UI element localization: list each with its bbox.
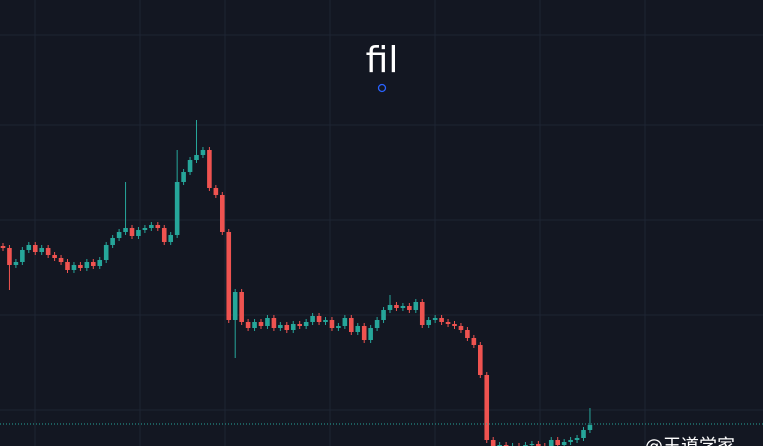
- candle-body: [142, 228, 148, 230]
- candle-body: [194, 155, 199, 160]
- candle-body: [161, 228, 167, 242]
- candle-body: [116, 232, 122, 238]
- watermark: @王道学家: [645, 436, 735, 446]
- candle-body: [587, 425, 593, 430]
- candle-body: [78, 265, 83, 268]
- candle-body: [568, 440, 573, 442]
- candle-body: [394, 305, 399, 308]
- candle-body: [271, 318, 277, 328]
- candle-body: [445, 322, 451, 324]
- candle-body: [232, 292, 238, 320]
- candle-body: [342, 318, 348, 326]
- candle-body: [7, 248, 12, 265]
- candle-body: [484, 375, 490, 440]
- candle-body: [361, 326, 367, 340]
- candle-body: [155, 225, 161, 228]
- candle-body: [97, 260, 103, 266]
- candle-body: [110, 238, 115, 245]
- indicator-dot: [377, 83, 387, 93]
- candle-body: [245, 322, 251, 328]
- candle-body: [465, 330, 470, 338]
- candle-body: [136, 230, 141, 236]
- candle-body: [123, 228, 128, 232]
- candle-body: [368, 328, 373, 340]
- candle-body: [355, 326, 361, 332]
- candle-body: [581, 430, 586, 438]
- candle-body: [91, 262, 96, 266]
- candle-body: [265, 318, 270, 326]
- candle-body: [278, 325, 283, 328]
- candle-body: [336, 326, 341, 328]
- candle-body: [226, 232, 232, 320]
- candle-body: [490, 440, 496, 446]
- candle-body: [200, 150, 206, 155]
- candle-body: [478, 345, 483, 375]
- candle-body: [84, 262, 90, 268]
- candle-body: [20, 250, 25, 262]
- candle-body: [529, 444, 535, 445]
- candle-body: [426, 320, 431, 325]
- candle-body: [58, 258, 64, 262]
- candle-body: [103, 245, 109, 260]
- candle-body: [65, 262, 70, 270]
- candle-body: [174, 182, 180, 235]
- candle-body: [561, 442, 567, 445]
- candle-body: [381, 310, 386, 320]
- candle-body: [303, 322, 309, 326]
- candle-body: [329, 320, 335, 328]
- candle-body: [45, 248, 51, 255]
- candle-body: [297, 324, 302, 326]
- candle-body: [548, 440, 554, 446]
- candle-body: [419, 302, 425, 325]
- candle-body: [400, 306, 406, 308]
- candle-body: [310, 316, 315, 322]
- candle-body: [252, 322, 257, 328]
- chart-title: fil: [366, 40, 399, 81]
- candle-body: [0, 246, 6, 248]
- candle-body: [258, 322, 264, 326]
- candle-body: [149, 225, 154, 228]
- candle-body: [471, 338, 477, 345]
- candle-body: [239, 292, 244, 322]
- candle-body: [439, 318, 444, 322]
- candle-body: [432, 318, 438, 320]
- candle-body: [413, 302, 419, 310]
- candle-body: [181, 172, 186, 182]
- candle-body: [187, 160, 193, 172]
- candle-body: [129, 228, 135, 236]
- candle-body: [574, 438, 580, 440]
- candle-body: [387, 305, 393, 310]
- candle-body: [374, 320, 380, 328]
- candle-body: [407, 306, 412, 310]
- candle-body: [39, 248, 44, 252]
- candle-body: [316, 316, 322, 322]
- candle-body: [284, 325, 290, 330]
- candle-body: [220, 195, 225, 232]
- candle-body: [207, 150, 212, 188]
- candle-body: [213, 188, 219, 195]
- candle-body: [452, 324, 457, 326]
- candle-body: [323, 320, 328, 322]
- candle-body: [349, 318, 354, 332]
- candle-body: [458, 326, 464, 330]
- candle-body: [555, 440, 560, 445]
- candle-body: [536, 444, 541, 446]
- candle-body: [13, 262, 19, 265]
- candle-body: [71, 265, 77, 270]
- candle-body: [168, 235, 173, 242]
- candle-body: [52, 255, 57, 258]
- candle-body: [26, 245, 32, 250]
- candle-body: [290, 324, 296, 330]
- candle-body: [32, 245, 38, 252]
